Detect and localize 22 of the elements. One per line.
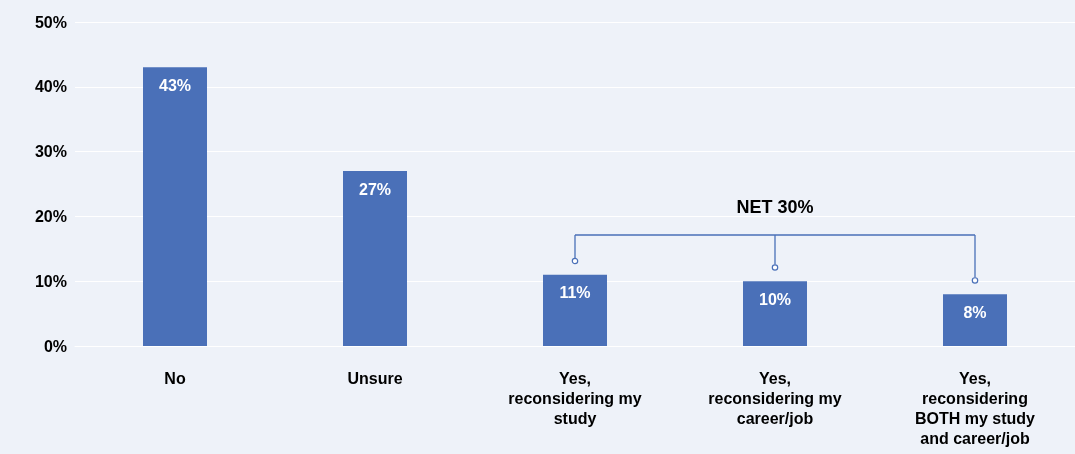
bar — [343, 171, 407, 346]
data-label: 8% — [963, 303, 987, 321]
y-tick-label: 10% — [34, 272, 67, 290]
x-tick-label: Yes, reconsidering my career/job — [708, 369, 842, 427]
x-tick-label: No — [164, 369, 186, 387]
data-label: 27% — [358, 180, 392, 198]
y-tick-label: 20% — [34, 207, 67, 225]
y-tick-label: 40% — [34, 78, 67, 96]
y-tick-label: 0% — [43, 337, 67, 355]
bar — [543, 274, 607, 346]
data-label: 10% — [758, 290, 792, 308]
bar — [743, 281, 807, 346]
y-tick-label: 50% — [34, 13, 67, 31]
data-label: 11% — [559, 284, 591, 302]
y-tick-label: 30% — [34, 143, 67, 161]
annotation: NET 30% — [736, 196, 814, 218]
bar — [943, 294, 1007, 346]
x-tick-label: Yes, reconsidering BOTH my study and career/job — [914, 369, 1036, 447]
x-tick-label: Unsure — [347, 369, 403, 387]
x-tick-label: Yes, reconsidering my study — [508, 369, 642, 427]
bar — [143, 67, 207, 346]
data-label: 43% — [158, 76, 192, 94]
